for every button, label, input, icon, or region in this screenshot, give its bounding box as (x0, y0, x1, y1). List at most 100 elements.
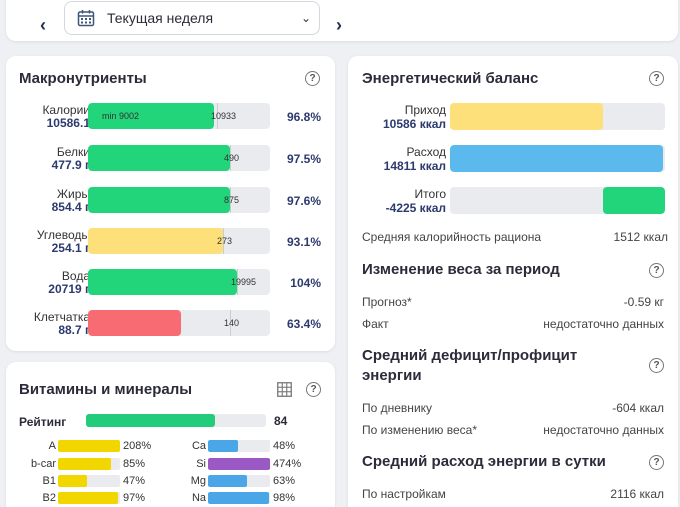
energy-bar (450, 145, 665, 172)
nutrient-percent: 97% (123, 492, 146, 504)
rating-bar (86, 414, 266, 427)
nutrient-name: B2 (42, 492, 56, 504)
forecast-value: -0.59 кг (623, 295, 664, 309)
macro-min-label: min 9002 (102, 111, 140, 121)
settings-value: 2116 ккал (610, 487, 664, 501)
nutrient-bar-fill (58, 440, 120, 452)
macros-title: Макронутриенты (19, 70, 147, 87)
expense-title: Средний расход энергии в сутки (362, 453, 606, 470)
avg-calories-row: Средняя калорийность рациона 1512 ккал (362, 230, 668, 244)
diary-value: -604 ккал (612, 401, 664, 415)
macro-percent: 93.1% (286, 235, 321, 249)
macro-bar: 273 (88, 228, 270, 254)
macro-bar: 490 (88, 145, 270, 171)
macro-name: Клетчатка (33, 310, 90, 324)
energy-name: Приход (404, 103, 446, 117)
nutrient-name: Mg (190, 475, 206, 487)
macro-bar-fill (88, 187, 230, 213)
macro-target-label: 273 (217, 236, 233, 246)
macro-bar-fill (88, 310, 181, 336)
nutrient-bar-fill (208, 492, 269, 504)
macro-row: Белки 477.9 г 490 97.5% (6, 145, 335, 175)
energy-row: Приход 10586 ккал (348, 103, 678, 133)
nutrient-bar-fill (208, 440, 238, 452)
macro-percent: 104% (290, 276, 321, 290)
nutrient-row: Mg 63% (156, 475, 306, 488)
macro-bar-fill (88, 145, 230, 171)
prev-week-button[interactable]: ‹ (40, 14, 46, 35)
nutrient-percent: 85% (123, 458, 146, 470)
macro-target-label: 875 (224, 195, 240, 205)
macro-percent: 97.5% (286, 152, 321, 166)
nutrient-bar (58, 458, 120, 470)
nutrient-row: Si 474% (156, 458, 306, 471)
macro-row: Жиры 854.4 г 875 97.6% (6, 187, 335, 217)
vitamins-minerals-card: Витамины и минералы ? Рейтинг 84 A 208% b… (6, 362, 335, 507)
macro-row: Углеводы 254.1 г 273 93.1% (6, 228, 335, 258)
macro-value: 10586.1 (46, 116, 90, 130)
nutrient-bar (58, 492, 120, 504)
help-icon[interactable]: ? (649, 71, 664, 86)
macro-value: 854.4 г (51, 200, 90, 214)
target-marker (230, 187, 231, 213)
macro-name: Жиры (56, 187, 90, 201)
energy-row: Расход 14811 ккал (348, 145, 678, 175)
help-icon[interactable]: ? (649, 455, 664, 470)
macro-row: Клетчатка 88.7 г 140 63.4% (6, 310, 335, 340)
macro-bar: 875 (88, 187, 270, 213)
nutrient-bar (58, 440, 120, 452)
help-icon[interactable]: ? (306, 382, 321, 397)
next-week-button[interactable]: › (336, 14, 342, 35)
energy-row: Итого -4225 ккал (348, 187, 678, 217)
energy-title: Энергетический баланс (362, 70, 539, 87)
nutrient-percent: 208% (123, 440, 152, 452)
macro-value: 88.7 г (58, 323, 90, 337)
weight-change-row: По изменению веса* недостаточно данных (362, 423, 664, 437)
rating-label: Рейтинг (19, 415, 67, 429)
nutrient-bar (58, 475, 120, 487)
diary-label: По дневнику (362, 401, 433, 415)
macro-name: Белки (56, 145, 90, 159)
nutrient-name: Na (191, 492, 206, 504)
target-marker (217, 103, 218, 129)
nutrient-row: B1 47% (6, 475, 156, 488)
week-navigation-bar: ‹ Текущая неделя ⌄ › (6, 0, 678, 41)
macro-row: Вода 20719 г 19995 104% (6, 269, 335, 299)
table-icon[interactable] (277, 382, 292, 397)
fact-label: Факт (362, 317, 389, 331)
energy-balance-card: Энергетический баланс ? Приход 10586 кка… (348, 56, 678, 507)
target-marker (237, 269, 238, 295)
macro-target-label: 140 (224, 318, 240, 328)
nutrient-bar-fill (208, 475, 247, 487)
weight-change-value: недостаточно данных (543, 423, 664, 437)
nutrient-name: b-car (30, 458, 56, 470)
help-icon[interactable]: ? (649, 263, 664, 278)
nutrient-percent: 48% (273, 440, 296, 452)
nutrient-row: b-car 85% (6, 458, 156, 471)
macro-target-label: 19995 (231, 277, 257, 287)
nutrient-row: B2 97% (6, 492, 156, 505)
help-icon[interactable]: ? (649, 358, 664, 373)
macro-percent: 63.4% (286, 317, 321, 331)
chevron-down-icon: ⌄ (300, 11, 311, 25)
nutrient-bar-fill (58, 475, 87, 487)
macro-bar-fill (88, 103, 214, 129)
macro-value: 477.9 г (51, 158, 90, 172)
energy-bar-fill (603, 187, 665, 214)
target-marker (230, 145, 231, 171)
nutrient-row: Ca 48% (156, 440, 306, 453)
help-icon[interactable]: ? (305, 71, 320, 86)
week-select[interactable]: Текущая неделя ⌄ (64, 1, 320, 35)
macro-bar-fill (88, 269, 237, 295)
energy-name: Итого (414, 187, 446, 201)
weight-change-label: По изменению веса* (362, 423, 477, 437)
fact-value: недостаточно данных (543, 317, 664, 331)
macro-percent: 97.6% (286, 194, 321, 208)
deficit-title: Средний дефицит/профицит энергии (362, 347, 578, 384)
nutrient-percent: 63% (273, 475, 296, 487)
energy-name: Расход (406, 145, 446, 159)
macro-value: 254.1 г (51, 241, 90, 255)
macro-name: Углеводы (36, 228, 90, 242)
nutrient-bar (208, 458, 270, 470)
vitamins-title: Витамины и минералы (19, 381, 193, 398)
